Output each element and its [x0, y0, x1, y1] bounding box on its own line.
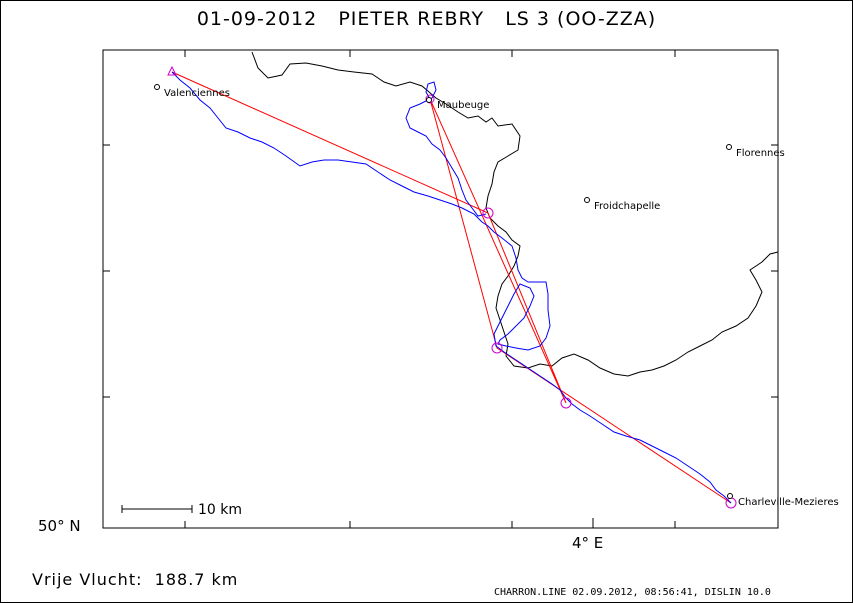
latitude-label: 50° N — [38, 517, 81, 535]
place-label-froidchapelle: Froidchapelle — [594, 201, 660, 212]
scale-bar: 10 km — [121, 502, 242, 518]
distance-text: Vrije Vlucht: 188.7 km — [32, 570, 239, 589]
country-border — [251, 51, 779, 377]
start-triangle — [167, 65, 177, 76]
place-label-charleville: Charleville-Mezieres — [738, 497, 839, 508]
longitude-label: 4° E — [572, 534, 603, 552]
flight-track-segment — [405, 81, 487, 217]
turnpoint-3 — [560, 397, 572, 409]
credits-text: CHARRON.LINE 02.09.2012, 08:56:41, DISLI… — [494, 587, 771, 598]
place-markers — [154, 84, 733, 499]
axis-ticks — [103, 50, 778, 528]
place-marker-froidchapelle — [584, 197, 590, 203]
turnpoint-5 — [425, 94, 435, 104]
place-label-valenciennes: Valenciennes — [164, 88, 230, 99]
task-line — [171, 71, 732, 504]
turnpoint-markers — [425, 94, 737, 509]
map-border — [102, 49, 779, 529]
turnpoint-2 — [491, 342, 503, 354]
place-label-florennes: Florennes — [736, 148, 785, 159]
flight-track — [171, 71, 732, 504]
place-marker-florennes — [726, 144, 732, 150]
scale-bar-label: 10 km — [198, 502, 242, 518]
place-marker-charleville — [727, 493, 733, 499]
map-title: 01-09-2012 PIETER REBRY LS 3 (OO-ZZA) — [196, 8, 657, 30]
turnpoint-1 — [482, 207, 494, 219]
place-marker-valenciennes — [154, 84, 160, 90]
place-label-maubeuge: Maubeuge — [437, 100, 489, 111]
place-marker-maubeuge — [426, 97, 432, 103]
